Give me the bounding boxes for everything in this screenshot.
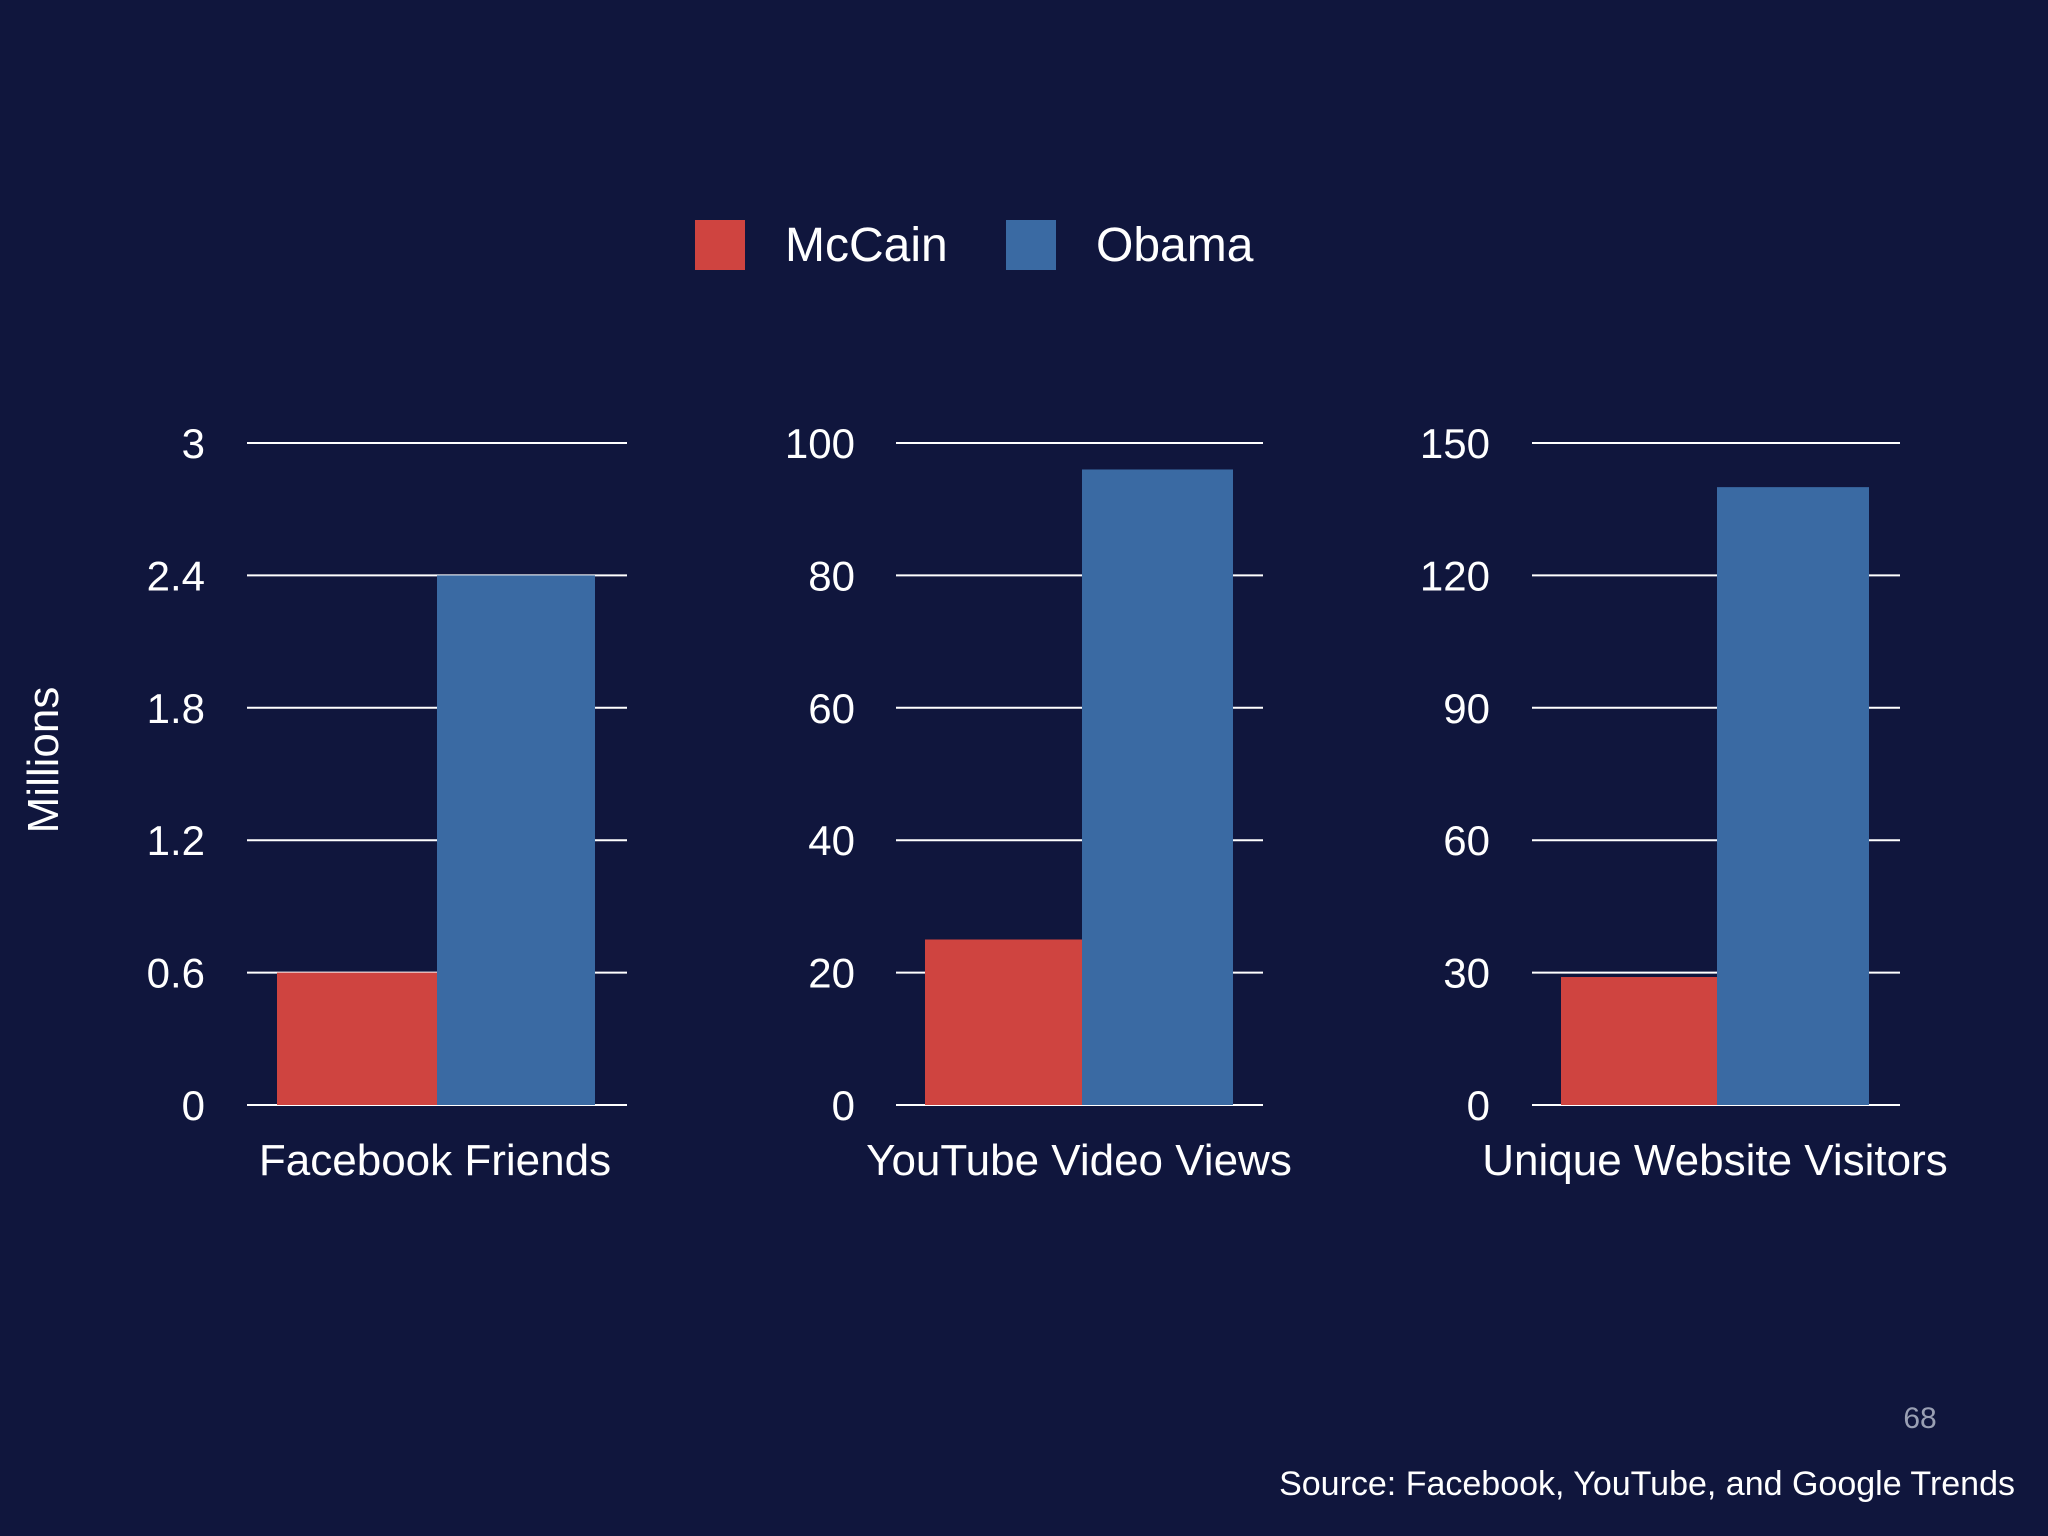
- legend-item-obama: Obama: [1006, 215, 1253, 275]
- page-number: 68: [1903, 1402, 1937, 1435]
- y-tick-label: 40: [808, 817, 855, 864]
- y-tick-label: 100: [785, 420, 855, 467]
- y-tick-label: 0: [182, 1082, 205, 1129]
- x-axis-label: Facebook Friends: [259, 1136, 611, 1185]
- bar-obama: [1082, 469, 1233, 1106]
- y-tick-label: 80: [808, 552, 855, 599]
- y-tick-label: 3: [182, 420, 205, 467]
- y-tick-label: 150: [1420, 420, 1490, 467]
- y-tick-label: 0.6: [147, 950, 205, 997]
- y-axis-label: Millions: [19, 687, 68, 834]
- bar-obama: [1717, 487, 1869, 1106]
- y-tick-label: 0: [1467, 1082, 1490, 1129]
- bar-mccain: [925, 939, 1082, 1105]
- bar-mccain: [277, 972, 437, 1105]
- y-tick-label: 30: [1443, 950, 1490, 997]
- bar-obama: [437, 575, 595, 1105]
- y-tick-label: 120: [1420, 552, 1490, 599]
- y-tick-label: 60: [808, 685, 855, 732]
- y-tick-label: 1.8: [147, 685, 205, 732]
- y-tick-label: 60: [1443, 817, 1490, 864]
- y-tick-label: 1.2: [147, 817, 205, 864]
- legend-swatch-mccain: [695, 220, 745, 270]
- x-axis-label: YouTube Video Views: [866, 1136, 1292, 1185]
- legend-swatch-obama: [1006, 220, 1056, 270]
- y-tick-label: 0: [832, 1082, 855, 1129]
- legend-label-obama: Obama: [1096, 218, 1254, 272]
- source-note: Source: Facebook, YouTube, and Google Tr…: [1279, 1465, 2015, 1503]
- bar-mccain: [1561, 977, 1717, 1105]
- y-tick-label: 2.4: [147, 552, 205, 599]
- x-axis-label: Unique Website Visitors: [1482, 1136, 1947, 1185]
- legend-item-mccain: McCain: [695, 215, 948, 275]
- y-tick-label: 90: [1443, 685, 1490, 732]
- y-tick-label: 20: [808, 950, 855, 997]
- legend-label-mccain: McCain: [785, 218, 948, 272]
- legend: McCain Obama: [0, 215, 2048, 275]
